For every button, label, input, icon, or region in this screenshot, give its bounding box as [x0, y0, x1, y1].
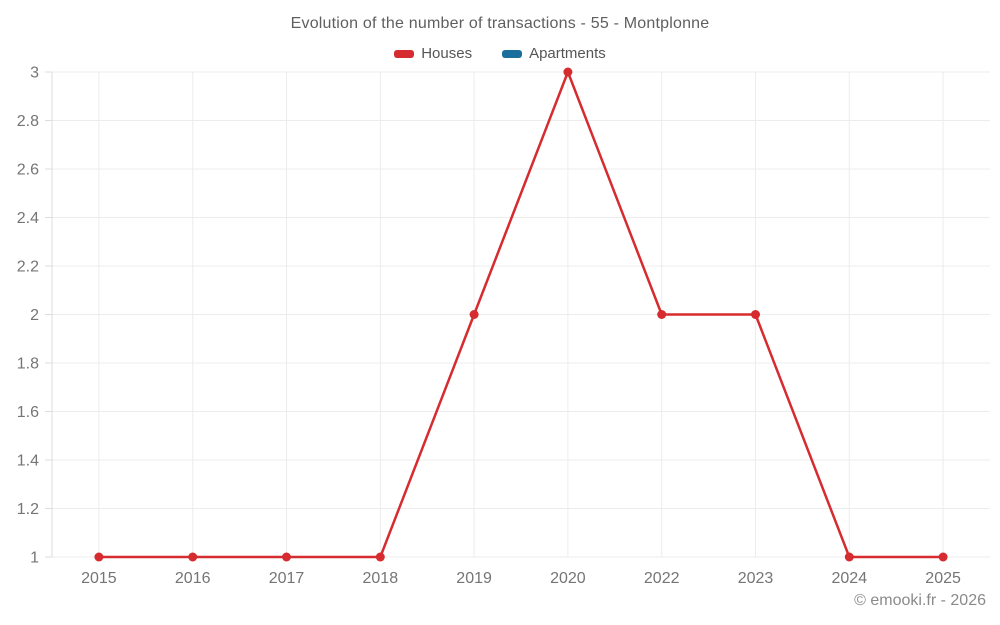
x-tick-label: 2016 [175, 570, 211, 587]
y-tick-label: 1 [30, 550, 39, 567]
x-tick-label: 2018 [363, 570, 399, 587]
y-tick-label: 2 [30, 307, 39, 324]
data-point[interactable] [563, 67, 573, 77]
x-tick-label: 2024 [832, 570, 868, 587]
legend-swatch-apartments [502, 49, 523, 58]
y-tick-label: 1.2 [17, 501, 39, 518]
x-tick-label: 2015 [81, 570, 117, 587]
data-point[interactable] [657, 310, 667, 319]
y-tick-label: 1.8 [17, 356, 39, 373]
data-point[interactable] [938, 552, 948, 562]
data-point[interactable] [469, 310, 479, 319]
credit-watermark: © emooki.fr - 2026 [854, 592, 986, 609]
data-point[interactable] [282, 552, 291, 562]
legend-item-apartments[interactable]: Apartments [502, 45, 606, 62]
x-tick-label: 2023 [738, 570, 774, 587]
legend-item-houses[interactable]: Houses [394, 45, 472, 62]
legend-label-apartments: Apartments [529, 45, 606, 62]
legend-swatch-houses [394, 49, 415, 58]
data-point[interactable] [844, 552, 854, 562]
x-tick-label: 2020 [550, 570, 586, 587]
data-point[interactable] [94, 552, 104, 562]
chart-title: Evolution of the number of transactions … [290, 15, 710, 32]
x-tick-label: 2022 [644, 570, 680, 587]
data-point[interactable] [188, 552, 198, 562]
x-tick-label: 2017 [269, 570, 305, 587]
y-tick-label: 1.4 [17, 453, 39, 470]
legend: Houses Apartments [0, 45, 1000, 62]
y-tick-label: 1.6 [17, 404, 39, 421]
x-tick-label: 2025 [925, 570, 961, 587]
data-point[interactable] [751, 310, 760, 319]
y-tick-label: 2.4 [17, 210, 39, 227]
x-tick-label: 2019 [456, 570, 492, 587]
y-tick-label: 3 [30, 65, 39, 82]
y-tick-label: 2.6 [17, 162, 39, 179]
data-point[interactable] [375, 552, 385, 562]
legend-label-houses: Houses [421, 45, 473, 62]
y-tick-label: 2.8 [17, 113, 39, 130]
series-line-houses [97, 70, 945, 559]
y-tick-label: 2.2 [17, 259, 39, 276]
